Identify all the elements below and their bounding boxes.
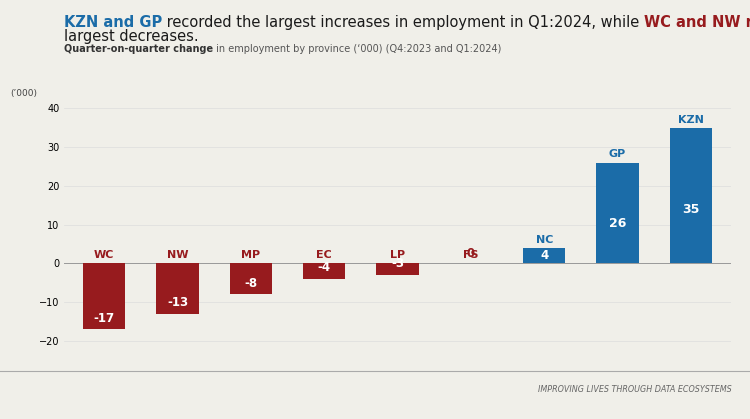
Text: EC: EC bbox=[316, 250, 332, 260]
Bar bbox=[376, 264, 419, 275]
Text: -13: -13 bbox=[167, 296, 188, 309]
Text: NC: NC bbox=[536, 235, 553, 245]
Text: MP: MP bbox=[242, 250, 260, 260]
Bar bbox=[230, 264, 272, 295]
Bar bbox=[303, 264, 346, 279]
Text: LP: LP bbox=[390, 250, 405, 260]
Text: 26: 26 bbox=[609, 217, 626, 230]
Text: largest decreases.: largest decreases. bbox=[64, 29, 198, 44]
Text: 0: 0 bbox=[466, 232, 475, 260]
Text: WC: WC bbox=[94, 250, 114, 260]
Bar bbox=[523, 248, 566, 264]
Text: WC and NW recorded: WC and NW recorded bbox=[644, 15, 750, 30]
Bar bbox=[82, 264, 125, 329]
Text: Quarter-on-quarter change: Quarter-on-quarter change bbox=[64, 44, 213, 54]
Text: IMPROVING LIVES THROUGH DATA ECOSYSTEMS: IMPROVING LIVES THROUGH DATA ECOSYSTEMS bbox=[538, 385, 731, 393]
Text: NW: NW bbox=[166, 250, 188, 260]
Text: -3: -3 bbox=[391, 257, 404, 270]
Text: -4: -4 bbox=[317, 261, 331, 274]
Text: KZN and GP: KZN and GP bbox=[64, 15, 162, 30]
Text: -17: -17 bbox=[94, 312, 115, 325]
Bar bbox=[156, 264, 199, 314]
Text: in employment by province (‘000) (Q4:2023 and Q1:2024): in employment by province (‘000) (Q4:202… bbox=[213, 44, 501, 54]
Text: (’000): (’000) bbox=[10, 89, 38, 98]
Bar bbox=[670, 128, 712, 264]
Text: GP: GP bbox=[609, 150, 626, 160]
Text: 35: 35 bbox=[682, 203, 700, 216]
Text: 4: 4 bbox=[540, 249, 548, 262]
Text: recorded the largest increases in employment in Q1:2024, while: recorded the largest increases in employ… bbox=[162, 15, 644, 30]
Text: FS: FS bbox=[463, 250, 478, 260]
Text: KZN: KZN bbox=[678, 115, 703, 124]
Text: -8: -8 bbox=[244, 277, 257, 290]
Bar bbox=[596, 163, 639, 264]
